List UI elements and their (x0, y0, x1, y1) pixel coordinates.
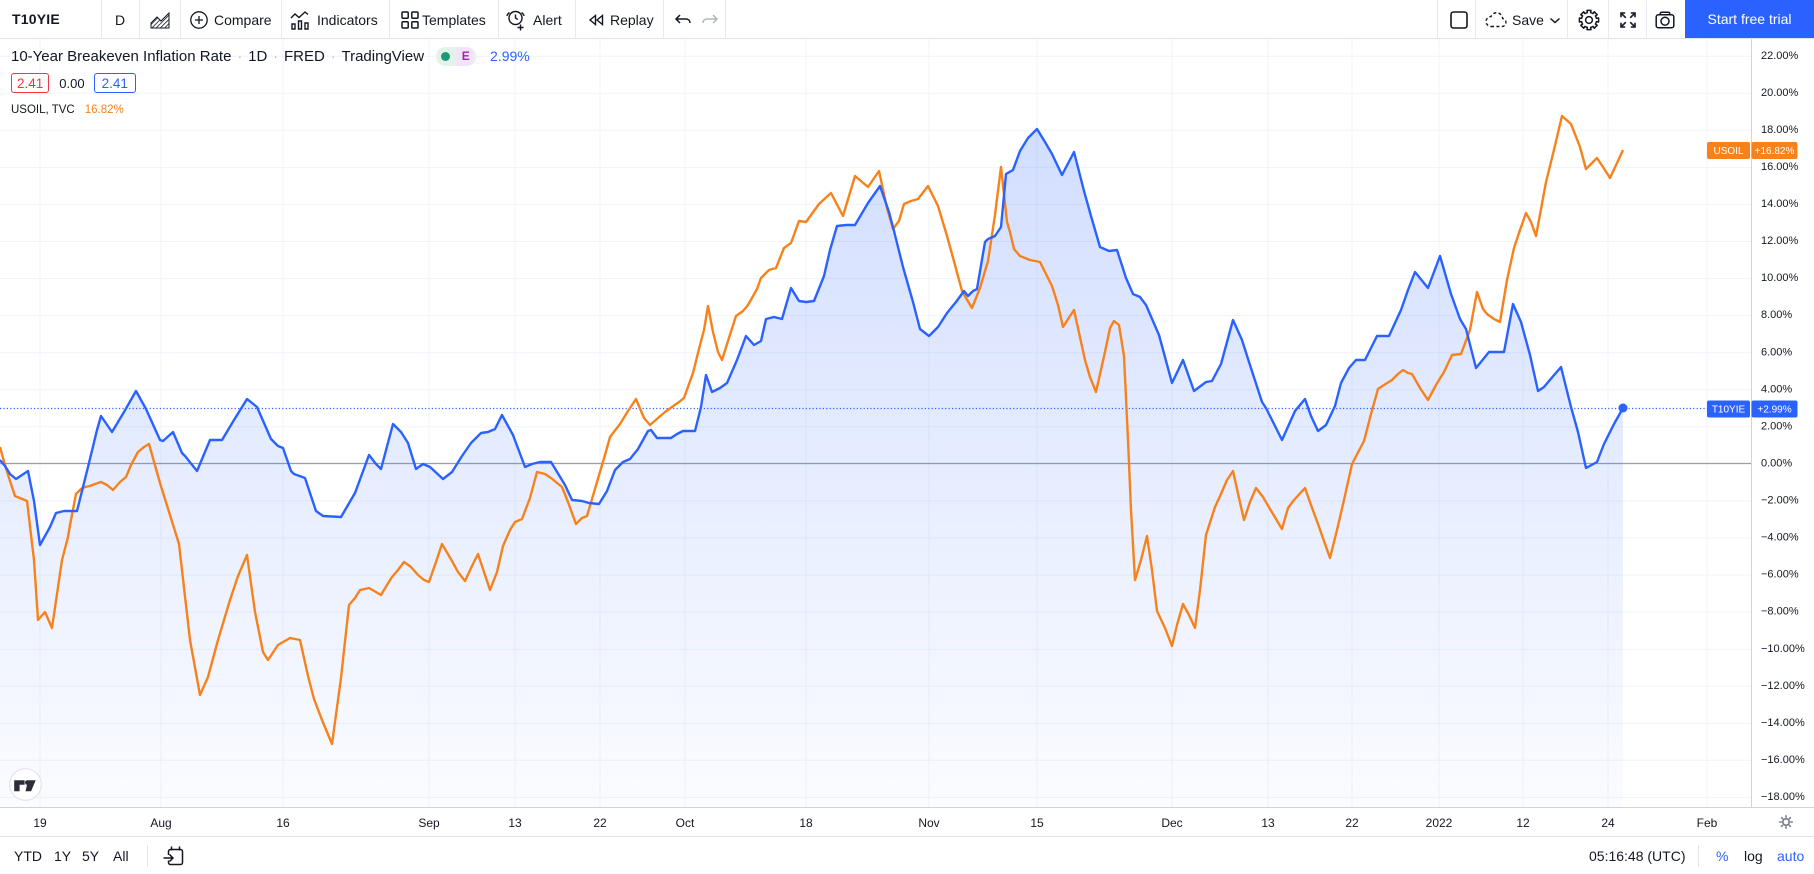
svg-text:+16.82%: +16.82% (1755, 146, 1795, 157)
svg-text:16.00%: 16.00% (1761, 161, 1799, 173)
svg-text:−10.00%: −10.00% (1761, 643, 1805, 655)
svg-text:12: 12 (1516, 816, 1530, 830)
svg-text:13: 13 (508, 816, 522, 830)
svg-text:2.00%: 2.00% (1761, 420, 1792, 432)
svg-text:−12.00%: −12.00% (1761, 680, 1805, 692)
svg-text:18.00%: 18.00% (1761, 124, 1799, 136)
svg-text:−8.00%: −8.00% (1761, 606, 1799, 618)
svg-text:14.00%: 14.00% (1761, 198, 1799, 210)
svg-text:−14.00%: −14.00% (1761, 717, 1805, 729)
svg-text:22.00%: 22.00% (1761, 50, 1799, 62)
svg-text:18: 18 (799, 816, 813, 830)
svg-text:10.00%: 10.00% (1761, 272, 1799, 284)
svg-text:20.00%: 20.00% (1761, 87, 1799, 99)
svg-text:Feb: Feb (1697, 816, 1718, 830)
svg-text:Dec: Dec (1161, 816, 1182, 830)
svg-text:Oct: Oct (676, 816, 695, 830)
svg-text:19: 19 (33, 816, 47, 830)
svg-text:−6.00%: −6.00% (1761, 569, 1799, 581)
svg-text:Sep: Sep (418, 816, 440, 830)
svg-text:16: 16 (276, 816, 290, 830)
svg-text:−2.00%: −2.00% (1761, 495, 1799, 507)
svg-text:6.00%: 6.00% (1761, 346, 1792, 358)
svg-text:13: 13 (1261, 816, 1275, 830)
svg-text:Aug: Aug (150, 816, 171, 830)
svg-text:0.00%: 0.00% (1761, 458, 1792, 470)
svg-text:USOIL: USOIL (1713, 146, 1743, 157)
svg-text:24: 24 (1601, 816, 1615, 830)
svg-text:−18.00%: −18.00% (1761, 791, 1805, 803)
svg-text:−4.00%: −4.00% (1761, 532, 1799, 544)
svg-text:−16.00%: −16.00% (1761, 754, 1805, 766)
svg-text:T10YIE: T10YIE (1712, 405, 1746, 416)
svg-text:22: 22 (1345, 816, 1359, 830)
svg-text:12.00%: 12.00% (1761, 235, 1799, 247)
svg-text:4.00%: 4.00% (1761, 383, 1792, 395)
svg-text:22: 22 (593, 816, 607, 830)
svg-text:+2.99%: +2.99% (1757, 405, 1791, 416)
svg-text:Nov: Nov (918, 816, 939, 830)
svg-text:8.00%: 8.00% (1761, 309, 1792, 321)
svg-text:2022: 2022 (1426, 816, 1453, 830)
svg-text:15: 15 (1030, 816, 1044, 830)
